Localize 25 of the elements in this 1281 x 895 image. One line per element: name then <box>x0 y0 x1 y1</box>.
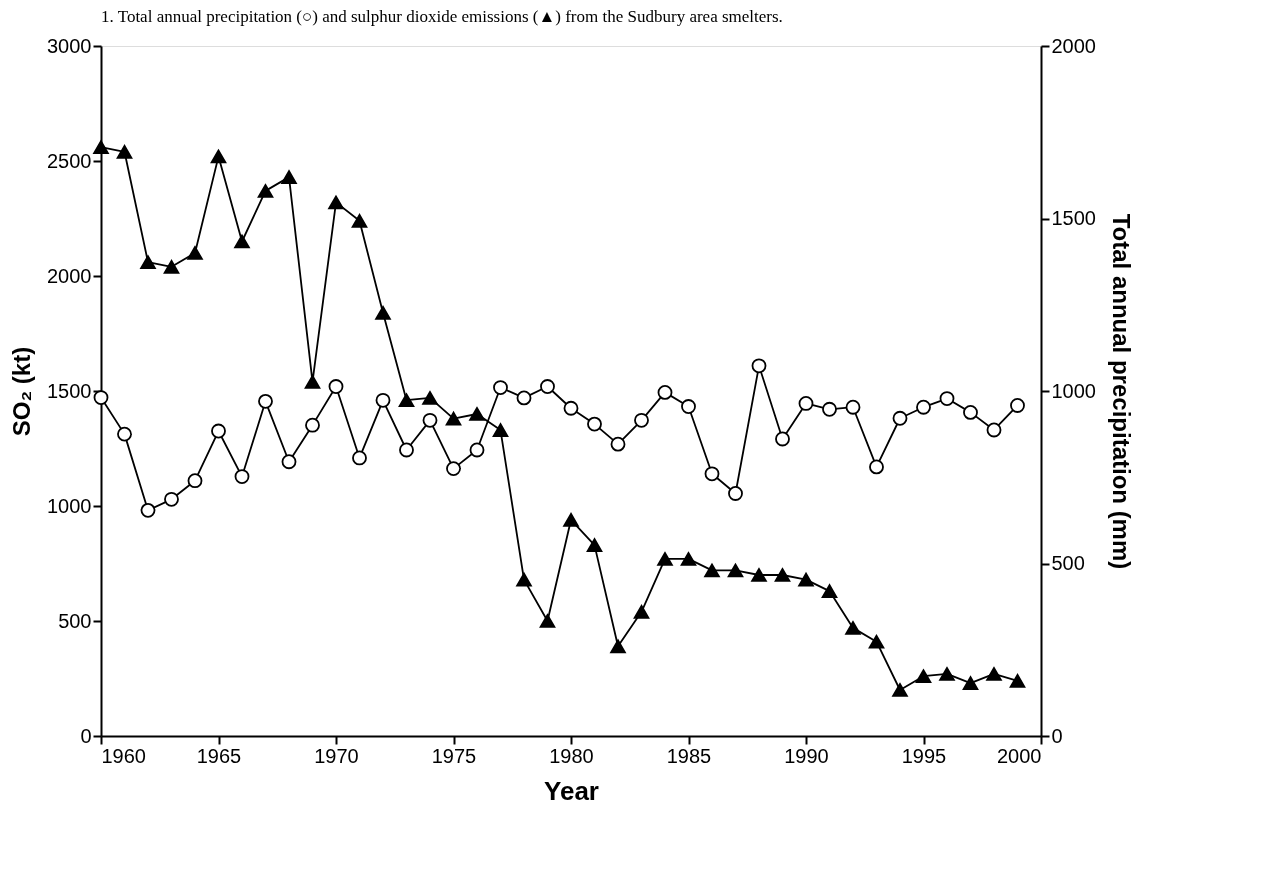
y2-tick-label: 1000 <box>1051 379 1096 402</box>
y-tick-label: 2000 <box>47 264 92 287</box>
x-tick-label: 1970 <box>314 744 359 767</box>
x-tick-label: 1980 <box>549 744 594 767</box>
y-tick-label: 3000 <box>47 34 92 57</box>
x-axis-title: Year <box>544 775 599 806</box>
y2-axis-title: Total annual precipitation (mm) <box>1107 213 1135 570</box>
y2-tick-label: 1500 <box>1051 207 1096 229</box>
y2-tick-label: 2000 <box>1051 34 1096 57</box>
y-tick-label: 1500 <box>47 379 92 402</box>
x-tick-label: 1960 <box>101 744 146 767</box>
y-tick-label: 0 <box>80 724 92 747</box>
y2-tick-label: 500 <box>1051 552 1085 574</box>
x-tick-label: 1975 <box>431 744 477 767</box>
y-tick-label: 2500 <box>47 149 92 172</box>
x-tick-label: 1995 <box>901 744 947 767</box>
y-tick-label: 500 <box>58 609 92 632</box>
y-tick-label: 1000 <box>47 494 92 517</box>
y-axis-title: SO₂ (kt) <box>8 346 36 437</box>
chart-title: 1. Total annual precipitation (○) and sulphur dioxide emissions (▲) from the Sudbury area smelters. <box>101 7 783 26</box>
x-tick-label: 1985 <box>666 744 712 767</box>
x-tick-label: 1965 <box>196 744 242 767</box>
x-tick-label: 1990 <box>784 744 829 767</box>
y2-tick-label: 0 <box>1051 724 1063 747</box>
x-tick-label: 2000 <box>997 744 1042 767</box>
